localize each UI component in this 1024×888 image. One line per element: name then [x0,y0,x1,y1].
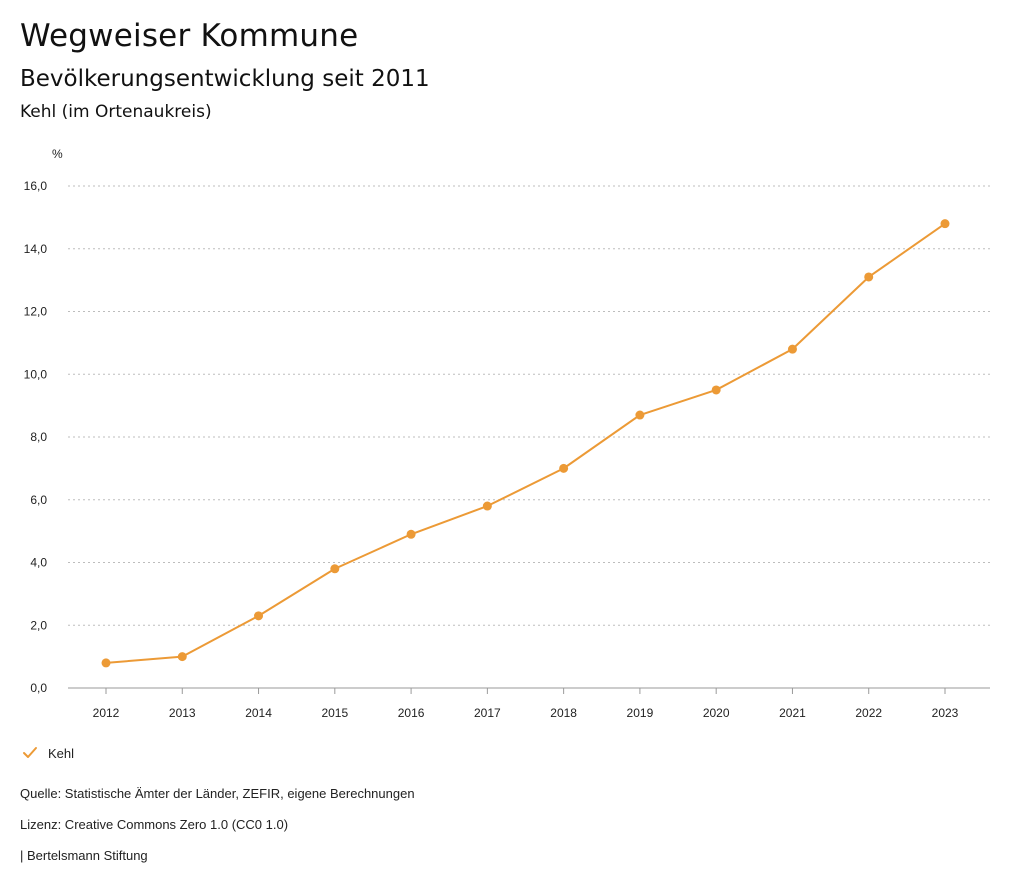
data-point[interactable] [254,611,264,621]
data-point[interactable] [330,564,340,574]
y-tick-label: 0,0 [30,681,47,695]
page-title: Wegweiser Kommune [20,18,359,54]
data-point[interactable] [101,658,111,668]
x-tick-label: 2022 [855,706,882,720]
y-tick-label: 10,0 [24,367,48,381]
data-point[interactable] [711,385,721,395]
brand-note: | Bertelsmann Stiftung [20,848,148,863]
y-tick-label: 6,0 [30,493,47,507]
series-line-kehl [105,222,946,664]
data-point[interactable] [635,410,645,420]
data-point[interactable] [787,344,797,354]
legend-label: Kehl [48,745,75,761]
y-axis-unit-label: % [52,147,63,161]
y-tick-label: 12,0 [24,305,48,319]
x-tick-label: 2020 [703,706,730,720]
x-tick-label: 2019 [627,706,654,720]
y-tick-label: 4,0 [30,556,47,570]
y-tick-label: 2,0 [30,618,47,632]
y-tick-label: 16,0 [24,179,48,193]
check-icon [23,747,37,758]
x-tick-label: 2013 [169,706,196,720]
data-point[interactable] [482,501,492,511]
region-label: Kehl (im Ortenaukreis) [20,102,212,122]
data-point[interactable] [864,272,874,282]
x-tick-label: 2023 [932,706,959,720]
data-point[interactable] [177,652,187,662]
x-tick-label: 2014 [245,706,272,720]
x-tick-label: 2012 [93,706,120,720]
license-note: Lizenz: Creative Commons Zero 1.0 (CC0 1… [20,817,289,832]
header: Wegweiser Kommune Bevölkerungsentwicklun… [20,16,430,124]
x-tick-label: 2018 [550,706,577,720]
source-note: Quelle: Statistische Ämter der Länder, Z… [20,786,415,801]
data-point[interactable] [559,463,569,473]
y-tick-label: 14,0 [24,242,48,256]
chart-subtitle: Bevölkerungsentwicklung seit 2011 [20,66,430,92]
x-tick-label: 2016 [398,706,425,720]
line-chart: % 0,0 2,0 4,0 6,0 8,0 10,0 12,0 14,0 16,0 2012 2013… [24,147,990,720]
x-tick-label: 2015 [321,706,348,720]
y-tick-label: 8,0 [30,430,47,444]
x-tick-label: 2021 [779,706,806,720]
data-point[interactable] [406,529,416,539]
data-point[interactable] [940,219,950,229]
chart-legend[interactable]: Kehl [22,745,74,761]
x-tick-label: 2017 [474,706,501,720]
